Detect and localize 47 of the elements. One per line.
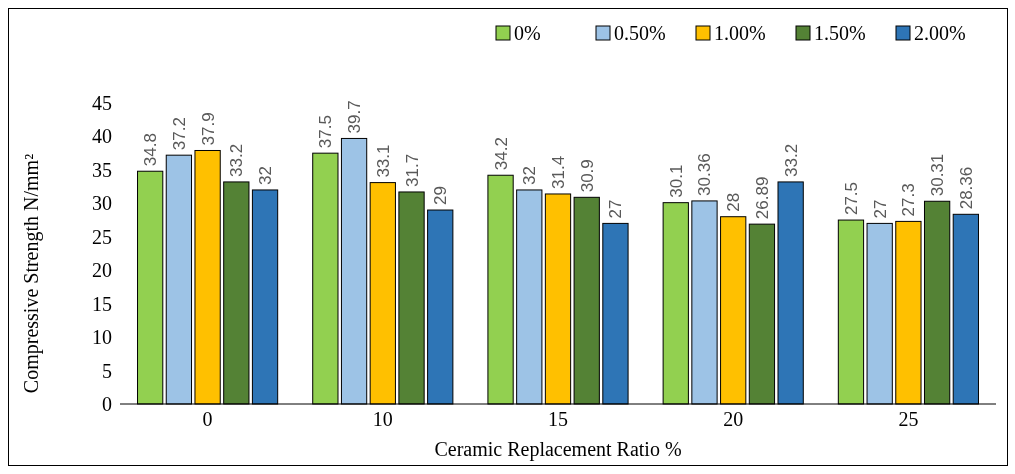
legend-label: 1.00% <box>714 22 766 44</box>
x-tick-label: 20 <box>723 408 744 430</box>
legend-label: 1.50% <box>814 22 866 44</box>
data-label: 34.2 <box>491 137 511 171</box>
y-axis-title: Compressive Strength N/mm² <box>20 153 43 394</box>
data-label: 37.2 <box>169 117 189 151</box>
data-label: 32 <box>520 166 540 185</box>
data-label: 32 <box>256 166 276 185</box>
x-tick-label: 10 <box>372 408 393 430</box>
data-label: 30.1 <box>666 164 686 198</box>
y-tick-label: 45 <box>92 92 112 114</box>
data-label: 31.7 <box>402 153 422 187</box>
data-label: 34.8 <box>141 133 161 167</box>
data-label: 28 <box>724 192 744 212</box>
data-label: 27.3 <box>899 183 919 217</box>
y-tick-label: 5 <box>102 359 112 382</box>
data-label: 33.2 <box>227 143 247 177</box>
data-label: 29 <box>431 186 451 206</box>
data-label: 37.9 <box>198 112 218 146</box>
data-label: 33.2 <box>781 143 801 177</box>
data-label: 30.9 <box>577 159 597 193</box>
y-tick-label: 0 <box>102 393 112 415</box>
data-label: 39.7 <box>345 100 365 134</box>
x-tick-label: 25 <box>898 408 919 430</box>
data-label: 28.36 <box>956 166 976 210</box>
y-tick-label: 30 <box>92 192 112 215</box>
data-label: 27 <box>870 199 890 219</box>
y-tick-label: 25 <box>92 225 112 248</box>
legend-label: 2.00% <box>914 22 966 44</box>
data-label: 26.89 <box>752 176 772 220</box>
data-label: 27 <box>606 199 626 219</box>
x-tick-label: 15 <box>548 408 568 430</box>
data-label: 31.4 <box>549 155 568 189</box>
y-tick-label: 20 <box>92 259 112 282</box>
y-tick-label: 10 <box>92 326 112 349</box>
legend-label: 0.50% <box>614 22 666 44</box>
x-tick-label: 0 <box>202 408 213 430</box>
x-axis-title: Ceramic Replacement Ratio % <box>434 438 682 461</box>
legend-label: 0% <box>514 22 541 44</box>
data-label: 30.36 <box>695 153 715 196</box>
data-label: 33.1 <box>373 144 393 178</box>
data-label: 30.31 <box>928 153 948 197</box>
data-label: 37.5 <box>316 115 336 149</box>
y-tick-label: 35 <box>92 158 112 181</box>
y-tick-label: 15 <box>92 292 112 315</box>
y-tick-label: 40 <box>92 125 112 148</box>
data-label: 27.5 <box>841 181 861 216</box>
